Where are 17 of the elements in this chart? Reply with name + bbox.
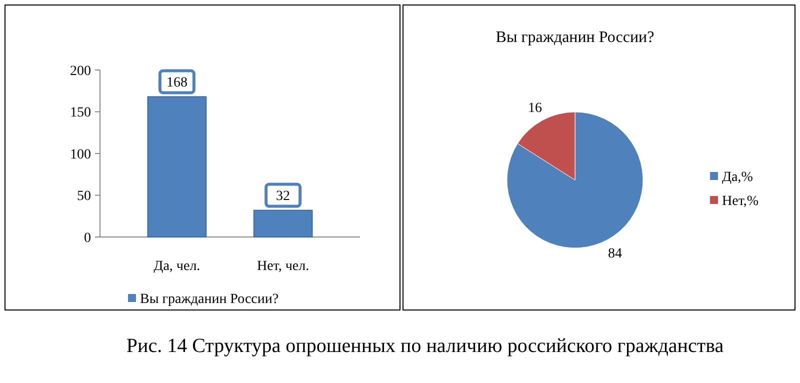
x-tick-label: Да, чел. [154,259,200,274]
y-tick-label: 200 [70,64,91,79]
y-tick-label: 150 [70,106,91,121]
legend-label: Нет,% [722,194,759,209]
data-label: 168 [166,76,188,91]
x-tick-label: Нет, чел. [256,259,310,274]
legend-label: Вы гражданин России? [140,292,279,307]
y-tick-label: 0 [84,230,91,246]
data-label: 16 [528,101,542,116]
legend-label: Да,% [722,170,754,185]
y-tick-label: 100 [70,147,91,162]
y-tick-label: 50 [77,189,91,204]
pie-slice [506,112,644,248]
chart-title: Вы гражданин России? [496,29,654,46]
data-label: 84 [608,246,622,262]
text: Рис. 14 Структура опрошенных по наличию российского гражданства [126,335,724,357]
data-label: 32 [276,189,290,204]
